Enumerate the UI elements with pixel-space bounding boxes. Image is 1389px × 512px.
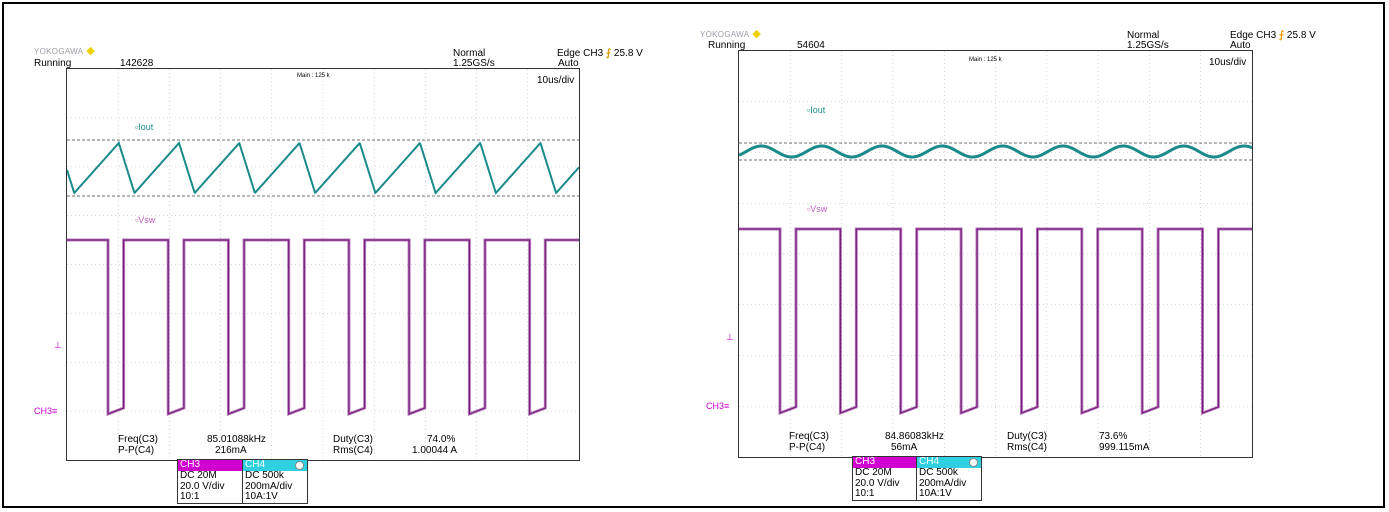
rms-label: Rms(C4) bbox=[1007, 442, 1047, 453]
freq-label: Freq(C3) bbox=[789, 431, 830, 442]
ch3-header: CH3 bbox=[178, 459, 242, 471]
ch3-settings-panel[interactable]: CH3 DC 20M 20.0 V/div 10:1 bbox=[852, 456, 918, 501]
sample-rate: 1.25GS/s bbox=[1127, 40, 1169, 51]
rising-edge-icon: ⨍ bbox=[605, 48, 612, 59]
vsw-label: ▫Vsw bbox=[807, 204, 828, 214]
freq-value: 84.86083kHz bbox=[885, 431, 944, 442]
time-per-div: 10us/div bbox=[537, 75, 575, 86]
yokogawa-logo: YOKOGAWA ◆ bbox=[34, 45, 96, 57]
vsw-trace-noise bbox=[67, 238, 579, 417]
iout-label: ▫Iout bbox=[807, 105, 826, 115]
ch3-ground-marker: CH3≡ bbox=[34, 406, 58, 416]
ch4-header: CH4 bbox=[243, 459, 307, 471]
duty-value: 74.0% bbox=[427, 434, 456, 445]
ch4-coupling: DC 500k bbox=[245, 470, 284, 481]
vsw-label: ▫Vsw bbox=[135, 215, 156, 225]
run-status: Running bbox=[34, 58, 72, 69]
iout-trace bbox=[67, 140, 579, 195]
trigger-mode: Auto bbox=[558, 58, 579, 69]
scope-capture-left: YOKOGAWA ◆ Running 142628 Normal 1.25GS/s… bbox=[0, 0, 694, 512]
time-per-div: 10us/div bbox=[1209, 57, 1247, 68]
rms-value: 1.00044 A bbox=[412, 445, 458, 456]
pp-value: 216mA bbox=[215, 445, 247, 456]
run-status: Running bbox=[708, 40, 746, 51]
logo-diamond-icon: ◆ bbox=[752, 28, 762, 40]
rising-edge-icon: ⨍ bbox=[1278, 30, 1285, 41]
waveform-display: Main : 125 k 10us/div ▫Iout ▫Vsw Freq(C3… bbox=[66, 68, 580, 461]
ch4-vdiv: 200mA/div bbox=[245, 480, 293, 492]
ch3-probe: 10:1 bbox=[855, 488, 875, 499]
acquisition-count: 54604 bbox=[797, 40, 825, 51]
iout-label: ▫Iout bbox=[135, 122, 154, 132]
pp-label: P-P(C4) bbox=[118, 445, 155, 456]
rms-label: Rms(C4) bbox=[333, 445, 373, 456]
waveform-canvas bbox=[739, 51, 1252, 457]
ch3-settings-panel[interactable]: CH3 DC 20M 20.0 V/div 10:1 bbox=[177, 459, 243, 504]
trigger-source: Edge CH3 ⨍ 25.8 V bbox=[1230, 30, 1316, 41]
ch3-ground-marker: CH3≡ bbox=[706, 401, 730, 411]
yokogawa-logo: YOKOGAWA ◆ bbox=[700, 28, 762, 40]
waveform-canvas bbox=[67, 69, 579, 460]
ch4-select-icon[interactable] bbox=[295, 461, 304, 470]
acq-mode: Normal bbox=[453, 48, 486, 59]
pp-label: P-P(C4) bbox=[789, 442, 826, 453]
ch3-vdiv: 20.0 V/div bbox=[855, 477, 900, 489]
duty-label: Duty(C3) bbox=[1007, 431, 1048, 442]
graticule bbox=[739, 51, 1252, 457]
ch4-settings-panel[interactable]: CH4 DC 500k 200mA/div 10A:1V bbox=[242, 459, 308, 504]
graticule bbox=[67, 69, 579, 460]
vsw-trace bbox=[67, 239, 579, 415]
ch3-coupling: DC 20M bbox=[180, 470, 217, 481]
ch3-vdiv: 20.0 V/div bbox=[180, 480, 225, 492]
ch4-settings-panel[interactable]: CH4 DC 500k 200mA/div 10A:1V bbox=[916, 456, 982, 501]
scope-capture-right: YOKOGAWA ◆ Running 54604 Normal 1.25GS/s … bbox=[694, 0, 1389, 512]
ch3-probe: 10:1 bbox=[180, 491, 200, 502]
trigger-level-marker: ⊥ bbox=[54, 340, 62, 350]
pp-value: 56mA bbox=[891, 442, 918, 453]
main-record-length: Main : 125 k bbox=[969, 57, 1002, 63]
duty-label: Duty(C3) bbox=[333, 434, 374, 445]
iout-trace bbox=[739, 144, 1252, 159]
vsw-trace bbox=[739, 228, 1252, 414]
acquisition-count: 142628 bbox=[120, 58, 154, 69]
ch4-probe: 10A:1V bbox=[919, 488, 952, 499]
duty-value: 73.6% bbox=[1099, 431, 1128, 442]
ch4-header: CH4 bbox=[917, 456, 981, 468]
ch4-vdiv: 200mA/div bbox=[919, 477, 967, 489]
freq-label: Freq(C3) bbox=[118, 434, 159, 445]
acq-mode: Normal bbox=[1127, 30, 1160, 41]
main-record-length: Main : 125 k bbox=[297, 73, 330, 79]
ch3-header: CH3 bbox=[853, 456, 917, 468]
trigger-source: Edge CH3 ⨍ 25.8 V bbox=[557, 48, 643, 59]
trigger-mode: Auto bbox=[1230, 40, 1251, 51]
ch4-coupling: DC 500k bbox=[919, 467, 958, 478]
ch4-select-icon[interactable] bbox=[969, 458, 978, 467]
sample-rate: 1.25GS/s bbox=[453, 58, 495, 69]
ch4-probe: 10A:1V bbox=[245, 491, 278, 502]
ch3-coupling: DC 20M bbox=[855, 467, 892, 478]
waveform-display: Main : 125 k 10us/div ▫Iout ▫Vsw Freq(C3… bbox=[738, 50, 1253, 458]
logo-diamond-icon: ◆ bbox=[86, 45, 96, 57]
trigger-level-marker: ⊥ bbox=[726, 332, 734, 342]
vsw-trace-noise bbox=[739, 227, 1252, 416]
freq-value: 85.01088kHz bbox=[207, 434, 266, 445]
rms-value: 999.115mA bbox=[1099, 442, 1150, 453]
